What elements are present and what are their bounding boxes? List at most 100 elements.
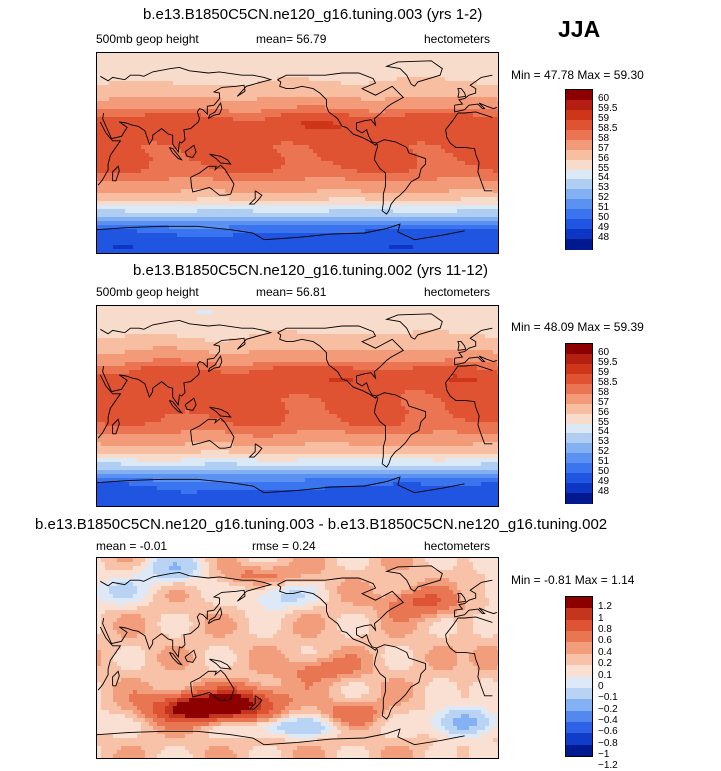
contour-fill-layer [97,53,498,253]
panel-2-contour-field [97,306,498,506]
coastline [207,606,223,624]
coastline [277,325,405,399]
colorbar-tick-label: 0.1 [598,669,612,681]
contour-fill-layer [97,306,498,506]
coastline [97,616,493,697]
colorbar-tick-label: 50 [598,466,610,478]
coastline [112,165,120,182]
colorbar-swatch [566,239,592,250]
colorbar-tick-label: 59.5 [598,102,618,114]
colorbar-swatch [566,363,592,375]
colorbar-tick-label: 58.5 [598,122,618,134]
coastline [169,146,184,161]
colorbar-swatch [566,463,592,474]
colorbar-swatch [566,433,592,444]
colorbar-swatch [566,199,592,210]
colorbar-swatch [566,453,592,464]
coastline [184,649,197,663]
colorbar-swatch [566,119,592,131]
panel-1-max-label: Max = [577,68,611,82]
coastline [457,593,467,603]
coastline [248,443,263,458]
panel-3-min-value: -0.81 [544,573,572,587]
colorbar-swatch [566,99,592,111]
colorbar-swatch [566,423,592,434]
colorbar-swatch [566,710,592,723]
coastline [373,139,427,215]
panel-3-colorbar: 1.2 1 0.8 0.6 0.4 0.2 0.1 0 −0.1 −0.2 −0.4 −0.6 −0.8… [565,596,618,771]
coastline [100,319,498,407]
colorbar-tick-label: −0.2 [598,703,618,715]
panel-1-min-label: Min = [511,68,541,82]
colorbar-tick-label: 59 [598,366,610,378]
coastline [100,66,498,154]
colorbar-tick-label: 51 [598,202,610,214]
panel-1-contour-field [97,53,498,253]
panel-2-units: hectometers [424,285,491,299]
colorbar-tick-label: 52 [598,446,610,458]
colorbar-tick-label: 0.8 [598,624,612,636]
panel-2-max-label: Max = [577,320,611,334]
coastline [277,577,405,651]
colorbar-swatch [566,493,592,504]
colorbar-swatch [566,189,592,200]
colorbar-swatch [566,159,592,170]
colorbar-tick-label: 60 [598,346,610,358]
colorbar-swatch [566,665,592,677]
coastline [97,476,465,494]
coastline [169,399,184,414]
colorbar-tick-label: 0.4 [598,646,612,658]
colorbar-tick-label: 57 [598,142,610,154]
coastline [207,101,223,119]
panel-1-variable: 500mb geop height [96,32,199,46]
coastline [97,223,465,241]
colorbar-swatch [566,642,592,655]
colorbar-tick-label: 1.2 [598,601,612,613]
panel-1-colorbar: 60 59.5 59 58.5 58 57 56 55 54 53 52 51 50 49 48 [565,89,617,250]
coastline [169,651,184,666]
coastline [248,695,263,710]
colorbar-tick-label: 49 [598,476,610,488]
coastline [97,111,493,192]
colorbar-swatch [566,653,592,666]
colorbar-swatch [566,619,592,632]
panel-3-units: hectometers [424,539,491,553]
coastline [184,144,197,158]
panel-2-title: b.e13.B1850C5CN.ne120_g16.tuning.002 (yr… [133,262,488,279]
coastline [384,313,443,340]
panel-2-min-value: 48.09 [544,320,575,334]
colorbar-tick-label: −0.1 [598,692,618,704]
colorbar-swatch [566,631,592,643]
coastline-layer [97,313,498,494]
coastline [190,669,235,701]
colorbar-tick-label: 54 [598,172,610,184]
colorbar-swatch [566,139,592,151]
colorbar-tick-label: 0 [598,680,604,692]
colorbar-tick-label: 60 [598,92,610,104]
colorbar-swatch [566,179,592,190]
colorbar-tick-label: 51 [598,456,610,468]
coastline [209,153,232,165]
panel-3-contour-field [97,558,498,758]
colorbar-swatch [566,209,592,220]
coastline [373,644,427,720]
coastline [184,397,197,411]
colorbar-tick-label: 57 [598,396,610,408]
colorbar-tick-label: 48 [598,232,610,244]
colorbar-tick-label: 52 [598,192,610,204]
colorbar-tick-label: 58 [598,386,610,398]
colorbar-tick-label: −0.6 [598,726,618,738]
colorbar-swatch [566,473,592,484]
panel-1-max-value: 59.30 [613,68,644,82]
colorbar-tick-label: −0.8 [598,737,618,749]
panel-3-rmse: rmse = 0.24 [252,539,316,553]
panel-1-map [96,52,499,254]
panel-3-map [96,557,499,759]
coastline [277,72,405,146]
colorbar-tick-label: −1 [598,749,610,760]
panel-2-colorbar: 60 59.5 59 58.5 58 57 56 55 54 53 52 51 50 49 48 [565,343,617,504]
coastline [97,728,465,746]
colorbar-tick-label: 58 [598,132,610,144]
coastline [384,60,443,87]
contour-fill-layer [97,558,498,758]
